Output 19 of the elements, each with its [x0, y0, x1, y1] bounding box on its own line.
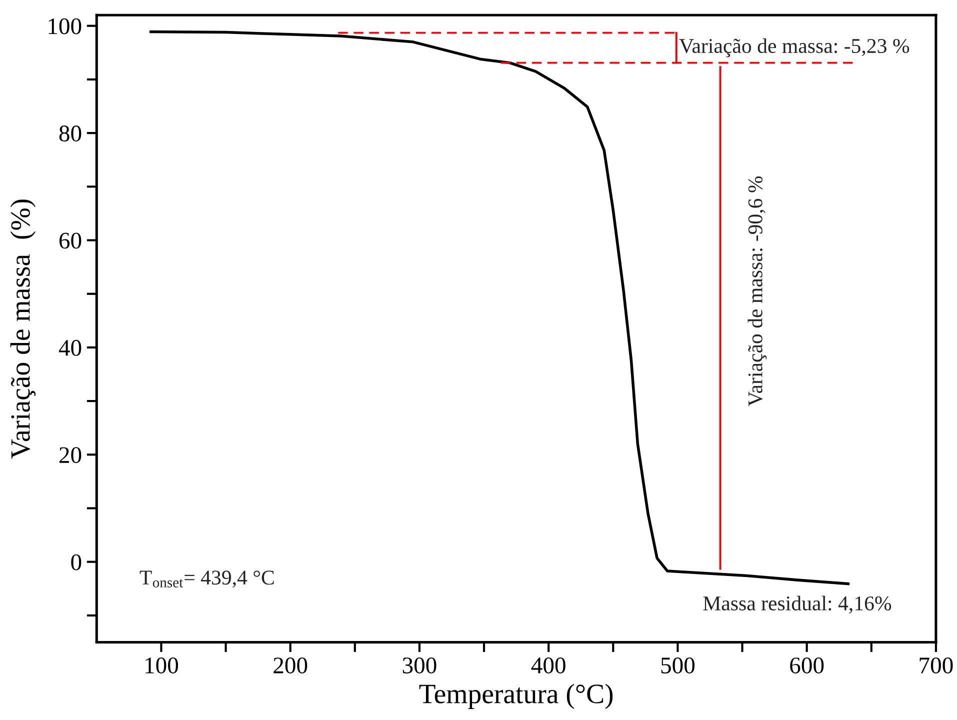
x-tick-label: 200 — [274, 658, 308, 674]
annotation: Massa residual: 4,16% — [703, 596, 892, 614]
x-axis-title: Temperatura (°C) — [419, 684, 613, 709]
y-tick-label: 60 — [59, 232, 82, 249]
y-tick-label: 100 — [48, 18, 82, 34]
annotation: T$_{onset}$= 439,4 °C — [140, 570, 274, 588]
annotation: Variação de massa: -90,6 % — [748, 176, 767, 406]
x-tick-label: 600 — [790, 658, 824, 674]
y-tick-label: 80 — [59, 126, 82, 142]
y-axis-title: Variação de massa (%) — [10, 200, 36, 459]
x-tick-label: 700 — [920, 658, 953, 674]
y-tick-label: 0 — [71, 554, 82, 570]
y-tick-label: 40 — [58, 340, 82, 356]
x-tick-label: 400 — [531, 658, 566, 674]
x-tick-label: 300 — [402, 658, 436, 674]
y-tick-label: 20 — [60, 447, 82, 464]
x-tick-label: 500 — [661, 658, 695, 674]
x-tick-label: 100 — [146, 658, 178, 674]
annotation: Variação de massa: -5,23 % — [679, 38, 910, 58]
